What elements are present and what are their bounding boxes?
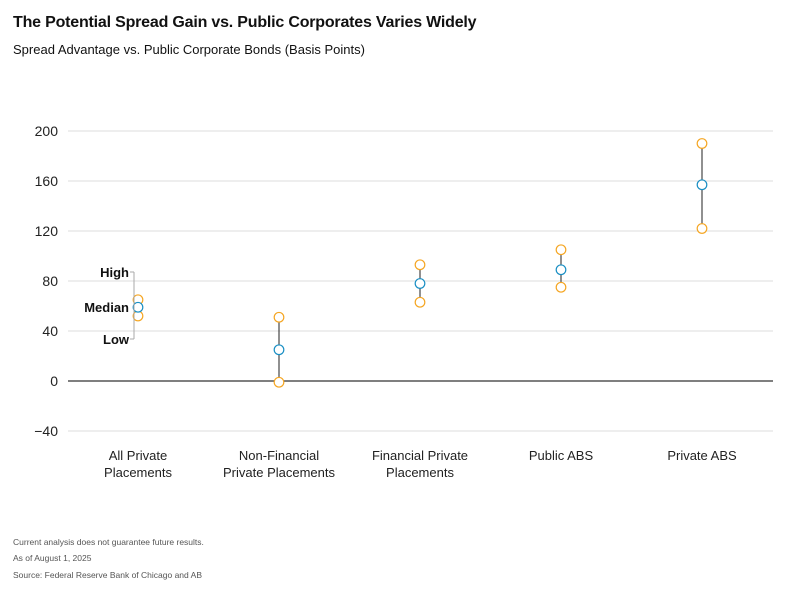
low-point — [273, 376, 285, 388]
y-tick-label: −40 — [34, 423, 58, 439]
high-point — [273, 311, 285, 323]
high-point — [555, 244, 567, 256]
x-category-label: Private ABS — [667, 448, 737, 463]
footnote-date: As of August 1, 2025 — [13, 553, 92, 563]
y-tick-label: 0 — [50, 373, 58, 389]
footnote-disclaimer: Current analysis does not guarantee futu… — [13, 537, 204, 547]
y-tick-label: 160 — [35, 173, 59, 189]
legend-label-median: Median — [84, 300, 129, 315]
median-point — [555, 264, 567, 276]
y-tick-label: 80 — [42, 273, 58, 289]
footnote-source: Source: Federal Reserve Bank of Chicago … — [13, 570, 202, 580]
x-category-label: Public ABS — [529, 448, 594, 463]
median-point — [414, 278, 426, 289]
legend-label-high: High — [100, 265, 129, 280]
x-category-label: Non-Financial Private Placements — [223, 448, 335, 480]
y-tick-label: 200 — [35, 123, 59, 139]
high-point — [414, 259, 426, 271]
median-point — [696, 179, 708, 191]
spread-chart: 200 160 120 80 40 0 −40 All Private Placements No… — [34, 123, 773, 480]
legend-label-low: Low — [103, 332, 130, 347]
median-point — [273, 344, 285, 356]
y-tick-label: 40 — [42, 323, 58, 339]
chart-subtitle: Spread Advantage vs. Public Corporate Bo… — [13, 42, 365, 57]
low-point — [555, 281, 567, 293]
median-point — [132, 301, 144, 313]
low-point — [414, 296, 426, 308]
low-point — [696, 223, 708, 234]
x-category-label: Financial Private Placements — [372, 448, 468, 480]
chart-title: The Potential Spread Gain vs. Public Cor… — [13, 14, 477, 31]
x-category-label: All Private Placements — [104, 448, 172, 480]
y-tick-label: 120 — [35, 223, 59, 239]
high-point — [696, 138, 708, 149]
